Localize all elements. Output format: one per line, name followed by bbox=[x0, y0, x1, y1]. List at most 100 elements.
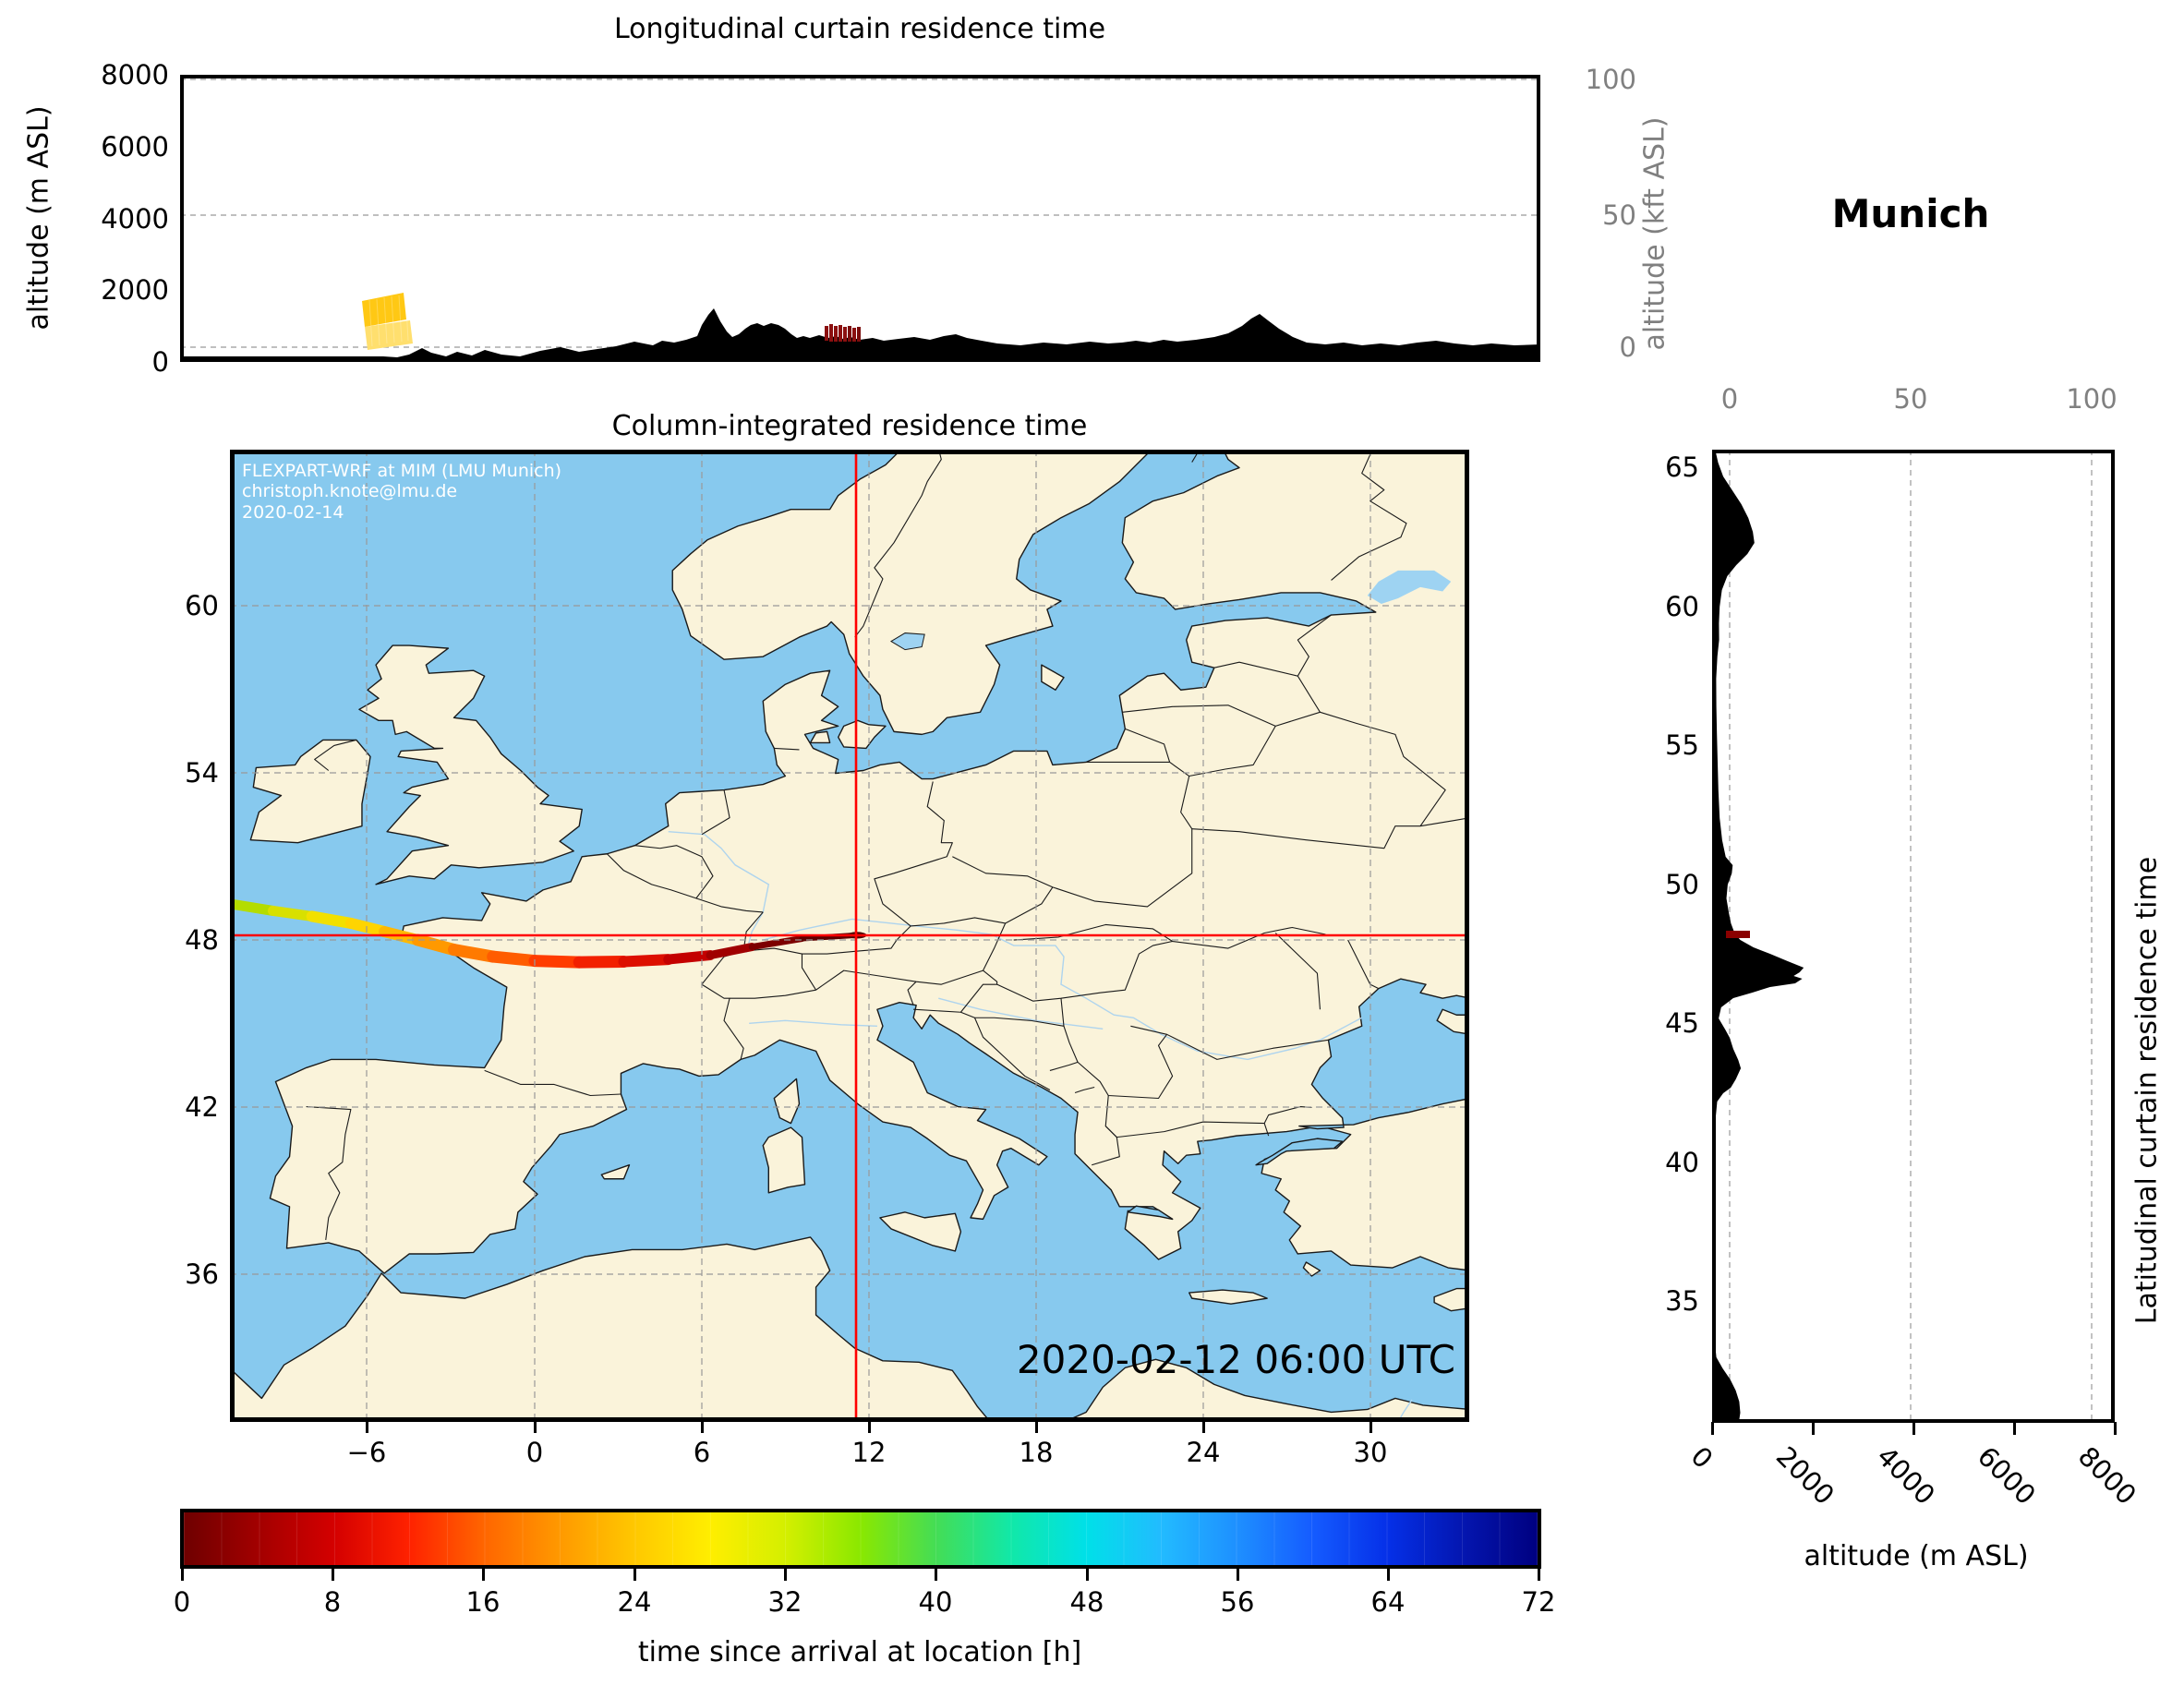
tick-label: 60 bbox=[185, 590, 219, 621]
tick-mark bbox=[366, 1422, 368, 1433]
map-y-axis: 60 54 48 42 36 bbox=[150, 450, 219, 1422]
tick-label: 50 bbox=[1665, 869, 1699, 900]
particle-mark-red bbox=[1726, 931, 1750, 938]
tick-mark bbox=[2013, 1422, 2016, 1435]
top-panel-y-axis-left: 8000 6000 4000 2000 0 bbox=[86, 59, 169, 378]
map-title: Column-integrated residence time bbox=[611, 410, 1088, 442]
tick-label: 55 bbox=[1665, 729, 1699, 761]
tick-label: 4000 bbox=[1870, 1440, 1942, 1511]
tick-label: 24 bbox=[617, 1586, 652, 1618]
particle-patch-red bbox=[825, 324, 861, 342]
tick-label: 0 bbox=[1684, 1440, 1719, 1475]
tick-label: 50 bbox=[1602, 199, 1636, 231]
particle-patch-yellow bbox=[362, 293, 413, 350]
tick-mark bbox=[784, 1568, 787, 1581]
tick-label: 56 bbox=[1220, 1586, 1255, 1618]
river-po bbox=[749, 1020, 877, 1026]
tick-label: 8 bbox=[323, 1586, 342, 1618]
map-frame bbox=[230, 450, 1469, 1422]
tick-label: 0 bbox=[1619, 331, 1636, 363]
sea-of-marmara bbox=[1256, 1138, 1342, 1165]
tick-label: 40 bbox=[1665, 1147, 1699, 1178]
river-sava bbox=[938, 998, 1103, 1029]
tick-label: 36 bbox=[185, 1258, 219, 1290]
lake-vanern bbox=[891, 633, 924, 650]
tick-mark bbox=[935, 1568, 937, 1581]
tick-label: 60 bbox=[1665, 591, 1699, 622]
graticule bbox=[230, 450, 1469, 1422]
tick-label: 32 bbox=[767, 1586, 802, 1618]
top-panel-ylabel-right: altitude (kft ASL) bbox=[1638, 116, 1671, 351]
tick-mark bbox=[1202, 1422, 1205, 1433]
tick-label: 0 bbox=[173, 1586, 191, 1618]
tick-label: 2000 bbox=[101, 274, 169, 306]
tick-label: 2000 bbox=[1769, 1440, 1841, 1511]
tick-mark bbox=[1387, 1568, 1390, 1581]
tick-label: 100 bbox=[2066, 383, 2118, 415]
kft-gridlines bbox=[180, 78, 1540, 348]
tick-label: 6000 bbox=[101, 131, 169, 163]
tick-label: 8000 bbox=[2071, 1440, 2143, 1511]
tick-label: −6 bbox=[346, 1437, 387, 1468]
tick-label: 42 bbox=[185, 1091, 219, 1123]
tick-label: 30 bbox=[1353, 1437, 1388, 1468]
tick-label: 0 bbox=[1720, 383, 1739, 415]
tick-mark bbox=[1812, 1422, 1815, 1435]
tick-mark bbox=[181, 1568, 184, 1581]
tick-label: 48 bbox=[185, 924, 219, 956]
tick-label: 45 bbox=[1665, 1007, 1699, 1039]
right-panel-xlabel: altitude (m ASL) bbox=[1804, 1540, 2029, 1572]
colorbar bbox=[180, 1509, 1541, 1569]
tick-label: 48 bbox=[1069, 1586, 1104, 1618]
tick-label: 35 bbox=[1665, 1285, 1699, 1317]
tick-label: 18 bbox=[1019, 1437, 1054, 1468]
tick-label: 8000 bbox=[101, 59, 169, 90]
tick-label: 72 bbox=[1521, 1586, 1556, 1618]
tick-label: 50 bbox=[1893, 383, 1928, 415]
right-panel-lat-axis: 65 60 55 50 45 40 35 bbox=[1633, 450, 1699, 1423]
tick-label: 54 bbox=[185, 757, 219, 789]
tick-mark bbox=[534, 1422, 537, 1433]
map-watermark: FLEXPART-WRF at MIM (LMU Munich) christo… bbox=[242, 461, 561, 523]
top-panel-frame bbox=[180, 75, 1540, 362]
map-timestamp: 2020-02-12 06:00 UTC bbox=[1016, 1337, 1455, 1382]
lake-ladoga bbox=[1367, 570, 1452, 604]
landmasses bbox=[230, 450, 1469, 1422]
latitudinal-curtain-plot bbox=[1712, 450, 2115, 1423]
right-panel-ylabel: Latitudinal curtain residence time bbox=[2130, 856, 2164, 1325]
watermark-line3: 2020-02-14 bbox=[242, 501, 344, 523]
tick-label: 12 bbox=[851, 1437, 887, 1468]
tick-mark bbox=[1711, 1422, 1714, 1435]
country-borders bbox=[307, 450, 1469, 1240]
watermark-line1: FLEXPART-WRF at MIM (LMU Munich) bbox=[242, 461, 562, 481]
tick-mark bbox=[1370, 1422, 1372, 1433]
europe-map bbox=[230, 450, 1469, 1422]
tick-label: 64 bbox=[1370, 1586, 1406, 1618]
tick-mark bbox=[1237, 1568, 1239, 1581]
lakes bbox=[891, 570, 1452, 650]
tick-mark bbox=[868, 1422, 871, 1433]
top-panel-ylabel-left: altitude (m ASL) bbox=[22, 105, 55, 331]
receptor-crosshair bbox=[230, 450, 1469, 1422]
tick-mark bbox=[633, 1568, 636, 1581]
tick-label: 16 bbox=[465, 1586, 501, 1618]
gulf-of-corinth bbox=[1128, 1206, 1172, 1219]
tick-label: 24 bbox=[1186, 1437, 1221, 1468]
tick-mark bbox=[482, 1568, 485, 1581]
tick-mark bbox=[1035, 1422, 1038, 1433]
right-panel-frame bbox=[1712, 450, 2115, 1423]
tick-mark bbox=[1538, 1568, 1540, 1581]
tick-label: 4000 bbox=[101, 203, 169, 235]
map-geometry bbox=[230, 450, 1469, 1422]
terrain-profile-longitudinal bbox=[180, 308, 1540, 362]
tick-mark bbox=[332, 1568, 334, 1581]
tick-label: 6 bbox=[693, 1437, 711, 1468]
tick-mark bbox=[2114, 1422, 2117, 1435]
tick-label: 0 bbox=[151, 346, 169, 378]
site-title: Munich bbox=[1831, 191, 1990, 236]
longitudinal-curtain-plot bbox=[180, 75, 1540, 362]
tick-label: 100 bbox=[1585, 64, 1636, 95]
top-panel-y-axis-right: 100 50 0 bbox=[1553, 64, 1636, 363]
colorbar-label: time since arrival at location [h] bbox=[637, 1636, 1082, 1668]
tick-mark bbox=[701, 1422, 704, 1433]
